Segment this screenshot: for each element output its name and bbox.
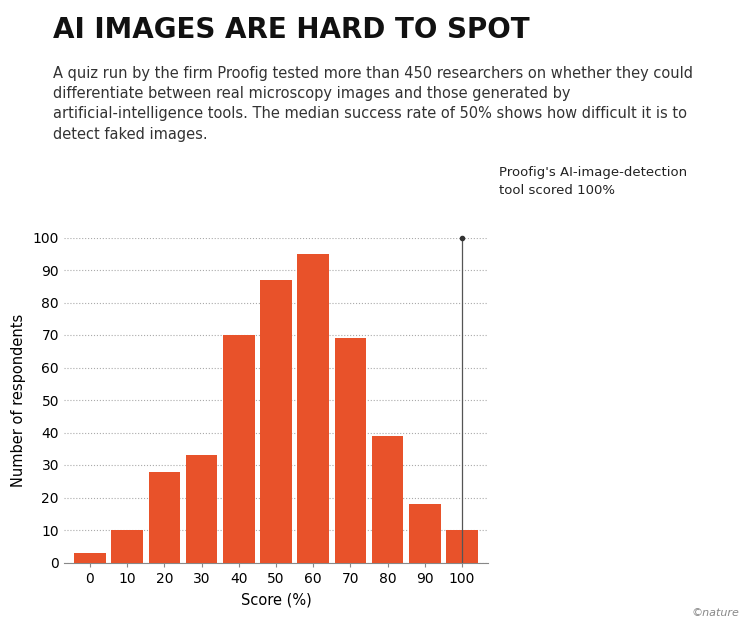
Text: A quiz run by the firm Proofig tested more than 450 researchers on whether they : A quiz run by the firm Proofig tested mo…	[53, 66, 692, 142]
Bar	[149, 471, 180, 562]
Bar	[223, 335, 255, 562]
X-axis label: Score (%): Score (%)	[240, 592, 312, 608]
Bar	[372, 436, 403, 562]
Bar	[111, 530, 143, 562]
Bar	[260, 280, 292, 562]
Bar	[185, 455, 217, 562]
Bar	[446, 530, 478, 562]
Text: AI IMAGES ARE HARD TO SPOT: AI IMAGES ARE HARD TO SPOT	[53, 16, 529, 44]
Bar	[335, 338, 366, 562]
Bar	[409, 504, 441, 562]
Text: ©nature: ©nature	[692, 608, 740, 618]
Bar	[74, 552, 106, 562]
Text: Proofig's AI-image-detection
tool scored 100%: Proofig's AI-image-detection tool scored…	[499, 166, 687, 197]
Y-axis label: Number of respondents: Number of respondents	[11, 313, 26, 487]
Bar	[297, 254, 329, 562]
